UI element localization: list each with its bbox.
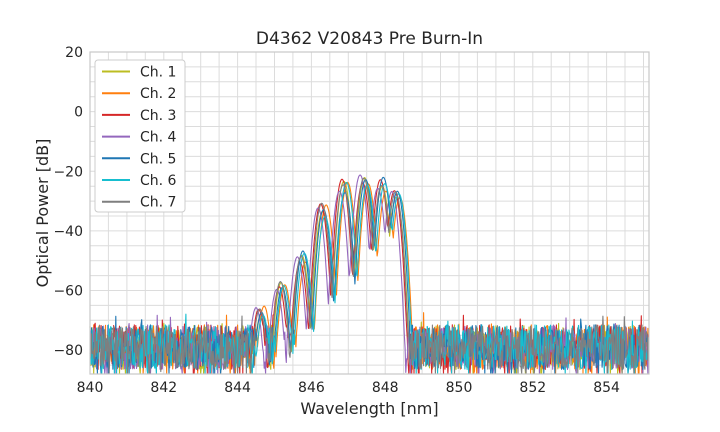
legend-entry-label: Ch. 6 bbox=[140, 173, 177, 189]
series-line-5 bbox=[89, 176, 650, 375]
x-tick-label: 842 bbox=[150, 380, 177, 396]
chart-title: D4362 V20843 Pre Burn-In bbox=[256, 29, 483, 49]
y-tick-label: −80 bbox=[53, 343, 83, 359]
y-tick-label: −60 bbox=[53, 284, 83, 300]
legend-entry-label: Ch. 7 bbox=[140, 195, 176, 211]
x-axis-label: Wavelength [nm] bbox=[300, 399, 438, 418]
tick-labels: 840 842 844 846 848 850 852 854 20 0 −20 −40 −60 −80 bbox=[53, 45, 620, 396]
legend-entry-label: Ch. 2 bbox=[140, 86, 176, 102]
x-tick-label: 852 bbox=[519, 380, 546, 396]
series-line-7 bbox=[89, 177, 650, 375]
x-tick-label: 844 bbox=[224, 380, 251, 396]
y-tick-label: −20 bbox=[53, 164, 83, 180]
plot-border bbox=[89, 51, 650, 375]
series-lines bbox=[89, 174, 650, 375]
x-tick-label: 840 bbox=[77, 380, 104, 396]
legend-entry-label: Ch. 4 bbox=[140, 130, 177, 146]
legend-entry-label: Ch. 3 bbox=[140, 108, 176, 124]
x-tick-label: 848 bbox=[372, 380, 399, 396]
x-tick-label: 854 bbox=[593, 380, 620, 396]
legend: Ch. 1 Ch. 2 Ch. 3 Ch. 4 Ch. 5 Ch. 6 Ch. 7 bbox=[94, 59, 186, 213]
y-axis-label: Optical Power [dB] bbox=[33, 139, 52, 288]
legend-frame bbox=[94, 59, 186, 213]
y-tick-label: 20 bbox=[65, 45, 83, 61]
y-tick-label: 0 bbox=[74, 105, 83, 121]
x-tick-label: 846 bbox=[298, 380, 325, 396]
legend-entry-label: Ch. 5 bbox=[140, 151, 176, 167]
x-tick-label: 850 bbox=[446, 380, 473, 396]
legend-entry-label: Ch. 1 bbox=[140, 65, 176, 81]
y-tick-label: −40 bbox=[53, 224, 83, 240]
